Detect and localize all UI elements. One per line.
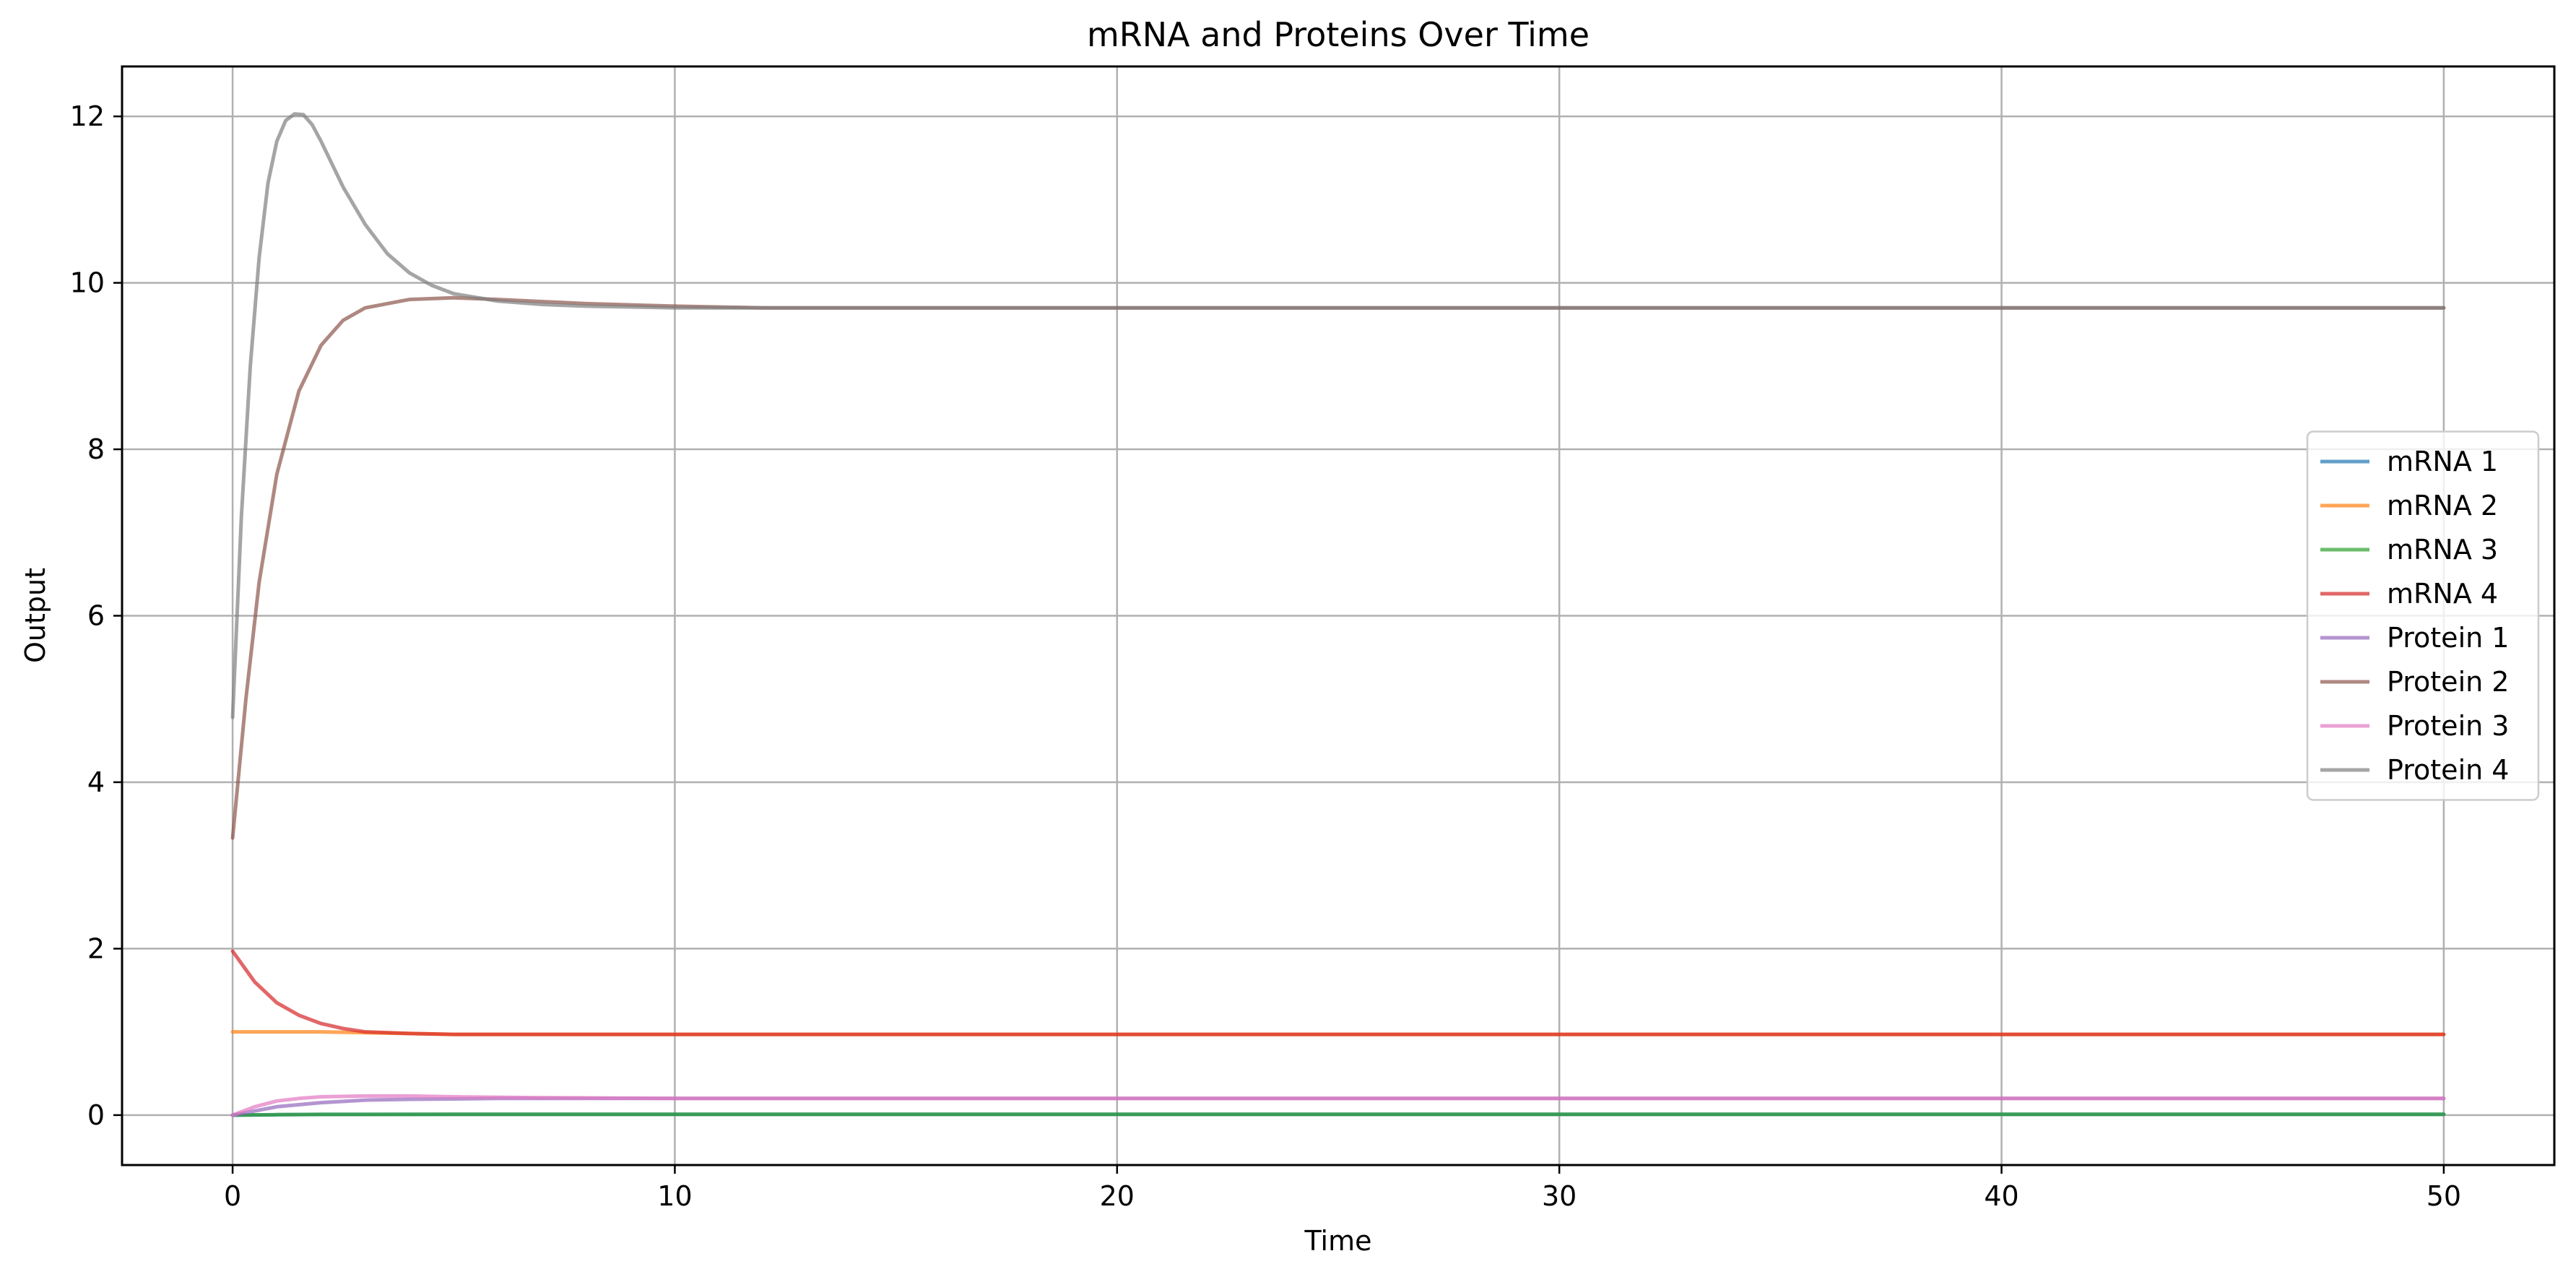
legend-label-mrna-3: mRNA 3 [2387,534,2498,566]
legend: mRNA 1 mRNA 2 mRNA 3 mRNA 4 Protein 1 Protein… [2306,430,2540,801]
y-tick-label: 10 [70,267,105,299]
x-tick-label: 0 [224,1180,241,1212]
x-tick-label: 10 [657,1180,692,1212]
legend-label-protein-3: Protein 3 [2387,710,2509,742]
y-tick-label: 0 [87,1099,105,1131]
x-tick-label: 30 [1542,1180,1577,1212]
x-axis-label: Time [1304,1225,1372,1257]
x-tick-label: 40 [1984,1180,2018,1212]
legend-label-mrna-2: mRNA 2 [2387,490,2498,521]
legend-label-protein-1: Protein 1 [2387,622,2509,654]
series-lines [230,112,2446,1117]
series-line-protein-4 [230,112,2446,719]
series-line-mrna-4 [230,949,2446,1036]
y-tick-label: 12 [70,100,105,132]
legend-label-mrna-4: mRNA 4 [2387,578,2498,610]
y-tick-label: 4 [87,766,105,798]
x-tick-label: 20 [1100,1180,1135,1212]
chart-title: mRNA and Proteins Over Time [1087,15,1590,54]
legend-label-protein-4: Protein 4 [2387,754,2509,786]
legend-label-protein-2: Protein 2 [2387,666,2509,698]
series-line-mrna-3 [230,1112,2446,1117]
y-tick-label: 6 [87,600,105,632]
legend-label-mrna-1: mRNA 1 [2387,446,2498,477]
axis-ticks: 0 10 20 30 40 50 0 2 4 6 8 10 12 [70,100,2461,1212]
y-tick-label: 8 [87,433,105,465]
legend-box [2306,430,2540,801]
series-line-protein-3 [230,1094,2446,1117]
y-tick-label: 2 [87,932,105,964]
x-tick-label: 50 [2427,1180,2461,1212]
y-axis-label: Output [19,568,51,663]
